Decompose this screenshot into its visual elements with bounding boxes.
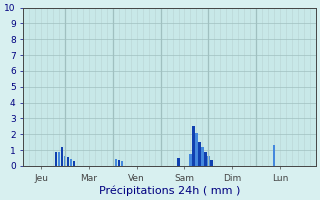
Bar [201, 147, 204, 166]
Bar [273, 145, 275, 166]
Bar [204, 152, 207, 166]
Bar [198, 142, 201, 166]
Bar [121, 161, 123, 166]
Bar [70, 159, 72, 166]
Bar [192, 126, 195, 166]
Bar [61, 147, 63, 166]
Bar [210, 160, 212, 166]
Bar [207, 156, 210, 166]
Bar [67, 157, 69, 166]
Bar [64, 156, 66, 166]
Bar [73, 161, 75, 166]
Bar [195, 133, 198, 166]
Bar [55, 152, 57, 166]
Bar [115, 159, 117, 166]
Bar [189, 154, 192, 166]
X-axis label: Précipitations 24h ( mm ): Précipitations 24h ( mm ) [99, 185, 240, 196]
Bar [177, 158, 180, 166]
Bar [117, 160, 120, 166]
Bar [58, 152, 60, 166]
